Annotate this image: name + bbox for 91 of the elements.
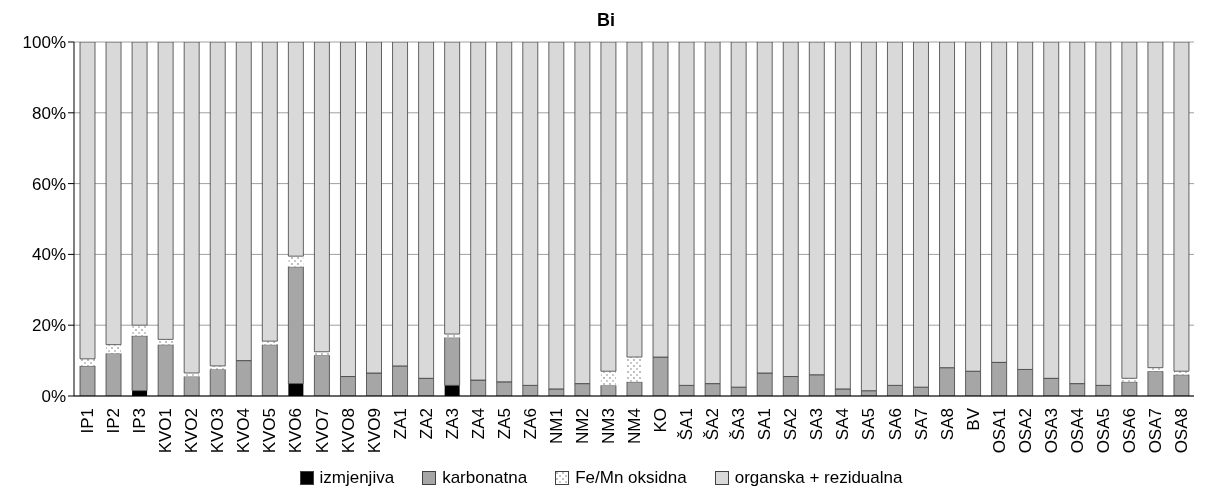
x-tick-label: OSA5 [1093,408,1113,454]
x-tick-label: OSA1 [989,408,1009,454]
x-tick-label: IP3 [130,408,150,434]
bar [158,339,174,345]
x-tick-label: KVO1 [156,408,176,454]
x-tick-label: NM1 [546,408,566,444]
legend-label: Fe/Mn oksidna [575,468,687,488]
bar [600,384,617,396]
x-tick-label: SA5 [859,408,879,441]
chart-title: Bi [596,9,616,32]
legend-label: organska + rezidualna [734,468,903,488]
bar [79,42,96,360]
x-tick-label: ZA5 [494,408,514,440]
bar [183,42,200,374]
bar [105,353,122,396]
x-tick-label: NM3 [599,408,619,444]
bar [626,381,643,396]
x-tick-label: ZA4 [468,408,488,440]
x-tick-label: SA3 [807,408,827,441]
x-tick-label: OSA7 [1146,408,1165,454]
x-tick-label: KVO7 [312,408,332,454]
x-tick-label: KO [651,408,671,433]
x-tick-label: ŠA2 [703,408,723,441]
bar [209,42,226,367]
x-tick-label: KVO4 [234,408,254,454]
y-tick-label: 100% [22,33,66,53]
legend-label: karbonatna [442,468,528,488]
bar [1121,381,1138,396]
x-tick-label: KVO8 [338,408,358,454]
bar [600,371,616,386]
x-tick-label: SA4 [833,408,853,441]
bar [1147,370,1164,396]
bar [106,344,122,354]
bar [626,357,642,382]
bar [79,365,96,396]
bar [1147,42,1164,369]
x-tick-label: IP1 [78,408,98,434]
x-tick-label: KVO2 [182,408,202,454]
bar [1121,42,1138,379]
x-tick-label: IP2 [104,408,124,434]
x-tick-label: ZA1 [390,408,410,440]
x-tick-label: ŠA3 [729,408,749,441]
x-tick-label: SA8 [937,408,957,441]
bar [287,42,304,257]
x-tick-label: OSA4 [1067,408,1087,454]
bar [626,42,643,358]
bar [444,42,461,335]
x-tick-label: BV [963,407,983,431]
y-tick-label: 80% [31,103,66,123]
x-tick-label: SA6 [885,408,905,441]
y-tick-label: 20% [31,316,66,336]
bar [444,337,461,386]
bar [105,42,122,346]
bar [261,344,278,396]
bar [314,42,330,353]
bar [600,42,617,372]
bar [157,344,174,396]
bar [261,42,278,342]
bar [131,42,148,326]
x-tick-label: ZA3 [442,408,462,440]
x-tick-label: OSA2 [1015,408,1035,454]
bar [1173,374,1190,396]
x-tick-label: NM2 [572,408,592,444]
bar [80,358,95,366]
bar [288,256,304,267]
x-tick-label: ZA6 [520,408,540,440]
bar [1173,42,1190,372]
y-tick-label: 40% [31,245,66,265]
bar [183,376,200,396]
x-tick-label: KVO5 [260,408,280,454]
bar [157,42,174,340]
x-tick-label: OSA3 [1041,408,1061,454]
x-tick-label: KVO9 [364,408,384,454]
x-tick-label: SA7 [911,408,931,441]
x-tick-label: SA2 [781,408,801,441]
x-tick-label: OSA8 [1172,408,1192,454]
x-tick-label: NM4 [625,408,645,444]
bar [131,335,148,392]
x-tick-label: KVO3 [208,408,228,454]
bar [861,42,877,392]
x-tick-label: ŠA1 [677,408,697,441]
bar [314,354,330,396]
bar [132,325,148,336]
x-tick-label: OSA6 [1119,408,1139,454]
bar [209,369,226,396]
y-tick-label: 0% [41,387,66,407]
y-tick-label: 60% [31,174,66,194]
x-tick-label: SA1 [755,408,775,441]
x-tick-label: KVO6 [286,408,306,454]
x-tick-label: ZA2 [416,408,436,440]
legend-label: izmjenjiva [319,468,395,488]
